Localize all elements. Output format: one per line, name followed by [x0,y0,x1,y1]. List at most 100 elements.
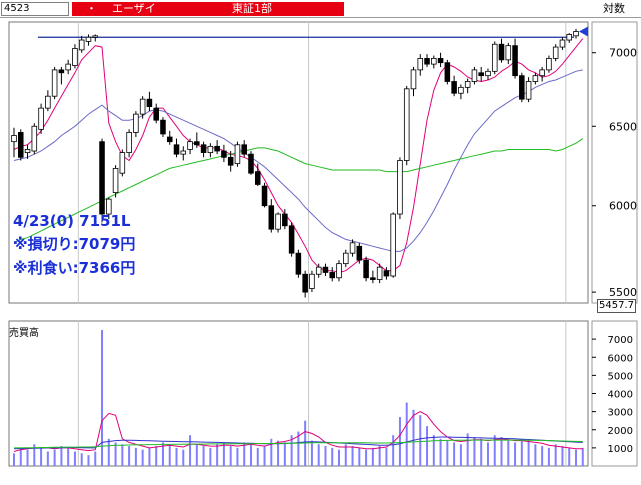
volume-bar [547,447,550,466]
volume-bar [195,444,198,466]
candle-body [349,242,356,254]
volume-bar [392,435,395,466]
volume-bar [459,444,462,466]
title-bullet: ・ [86,2,97,15]
stock-code-field[interactable]: 4523 [1,2,69,16]
volume-bar [229,446,232,466]
chart-header: 4523 ・ エーザイ 東証1部 対数 [0,0,641,18]
candle-body [65,63,71,71]
candle-body [194,141,200,146]
volume-bar [514,442,517,466]
volume-bar [189,435,192,466]
candle-body [72,48,78,66]
volume-bar [365,449,368,466]
volume-bar [297,431,300,466]
volume-bar [534,444,537,466]
candle-body [85,36,92,42]
candle-body [51,69,58,97]
annotation-take-profit: ※利食い:7366円 [13,259,136,277]
candle-body [275,213,281,230]
volume-bar [575,449,577,466]
volume-bar [507,440,510,466]
volume-tick-label: 2000 [608,426,633,437]
candle-body [376,266,383,280]
volume-bar [161,442,164,466]
candle-body [410,69,417,90]
candle-body [112,167,119,193]
candle-body [322,266,329,273]
volume-bar [182,449,185,466]
volume-vol-ma-long-line [14,439,583,449]
candle-body [403,88,410,161]
candle-body [24,149,31,153]
volume-bar [290,435,293,466]
volume-bar [67,447,70,466]
candle-body [431,58,437,65]
volume-bar [222,442,225,466]
volume-tick-label: 6000 [608,353,633,364]
candle-body [295,252,302,275]
candle-body [234,144,241,165]
scale-toggle-log[interactable]: 対数 [603,2,625,15]
volume-bar [541,446,544,466]
latest-price-arrow [579,26,588,37]
price-tick-label: 5500 [609,286,637,299]
volume-bar [141,449,144,466]
candle-body [539,69,545,77]
volume-bar [344,444,347,466]
candle-body [106,198,112,215]
candle-body [139,98,146,115]
volume-panel-title: 売買高 [9,328,39,339]
volume-bar [486,442,489,466]
candle-body [221,150,227,158]
candle-body [498,43,505,61]
company-name: エーザイ [112,2,156,15]
annotation-entry: 4/23(0) 7151L [13,212,131,230]
candle-body [173,144,180,155]
volume-bar [568,447,571,466]
candle-body [370,277,376,280]
volume-bar [358,447,361,466]
candle-body [512,45,518,77]
volume-bar [202,446,205,466]
candle-body [282,213,288,227]
volume-bar [527,440,530,466]
candle-body [397,160,403,215]
candle-body [38,107,44,130]
volume-bar [80,453,83,466]
candle-body [458,86,464,94]
volume-bar [493,435,496,466]
volume-bar [26,449,29,466]
price-panel: 5500 6000 6500 7000 [8,21,638,304]
volume-bar [168,444,171,466]
volume-bar [446,440,449,466]
stock-title-bar: ・ エーザイ 東証1部 [72,2,344,16]
volume-bar [439,438,442,466]
volume-bar [256,447,259,466]
price-axis-frame [591,21,638,304]
price-tick-label: 7000 [609,47,637,60]
candle-body [363,259,369,279]
candle-body [302,273,308,293]
market-name: 東証1部 [232,2,272,15]
candle-body [336,263,342,279]
volume-bar [13,453,15,466]
candle-body [268,205,275,230]
volume-bar [216,444,219,466]
candle-body [309,273,315,289]
candle-body [153,107,159,121]
volume-bar [419,415,422,466]
volume-bar [243,442,246,466]
candle-body [288,225,295,254]
volume-bar [249,444,252,466]
volume-bar [46,451,49,466]
volume-bar [351,446,354,466]
candle-body [546,58,552,71]
candle-body [505,45,512,61]
volume-bar [60,446,63,466]
candle-body [18,132,24,158]
candle-body [552,46,559,59]
volume-bar [236,447,239,466]
volume-bar [554,444,557,466]
